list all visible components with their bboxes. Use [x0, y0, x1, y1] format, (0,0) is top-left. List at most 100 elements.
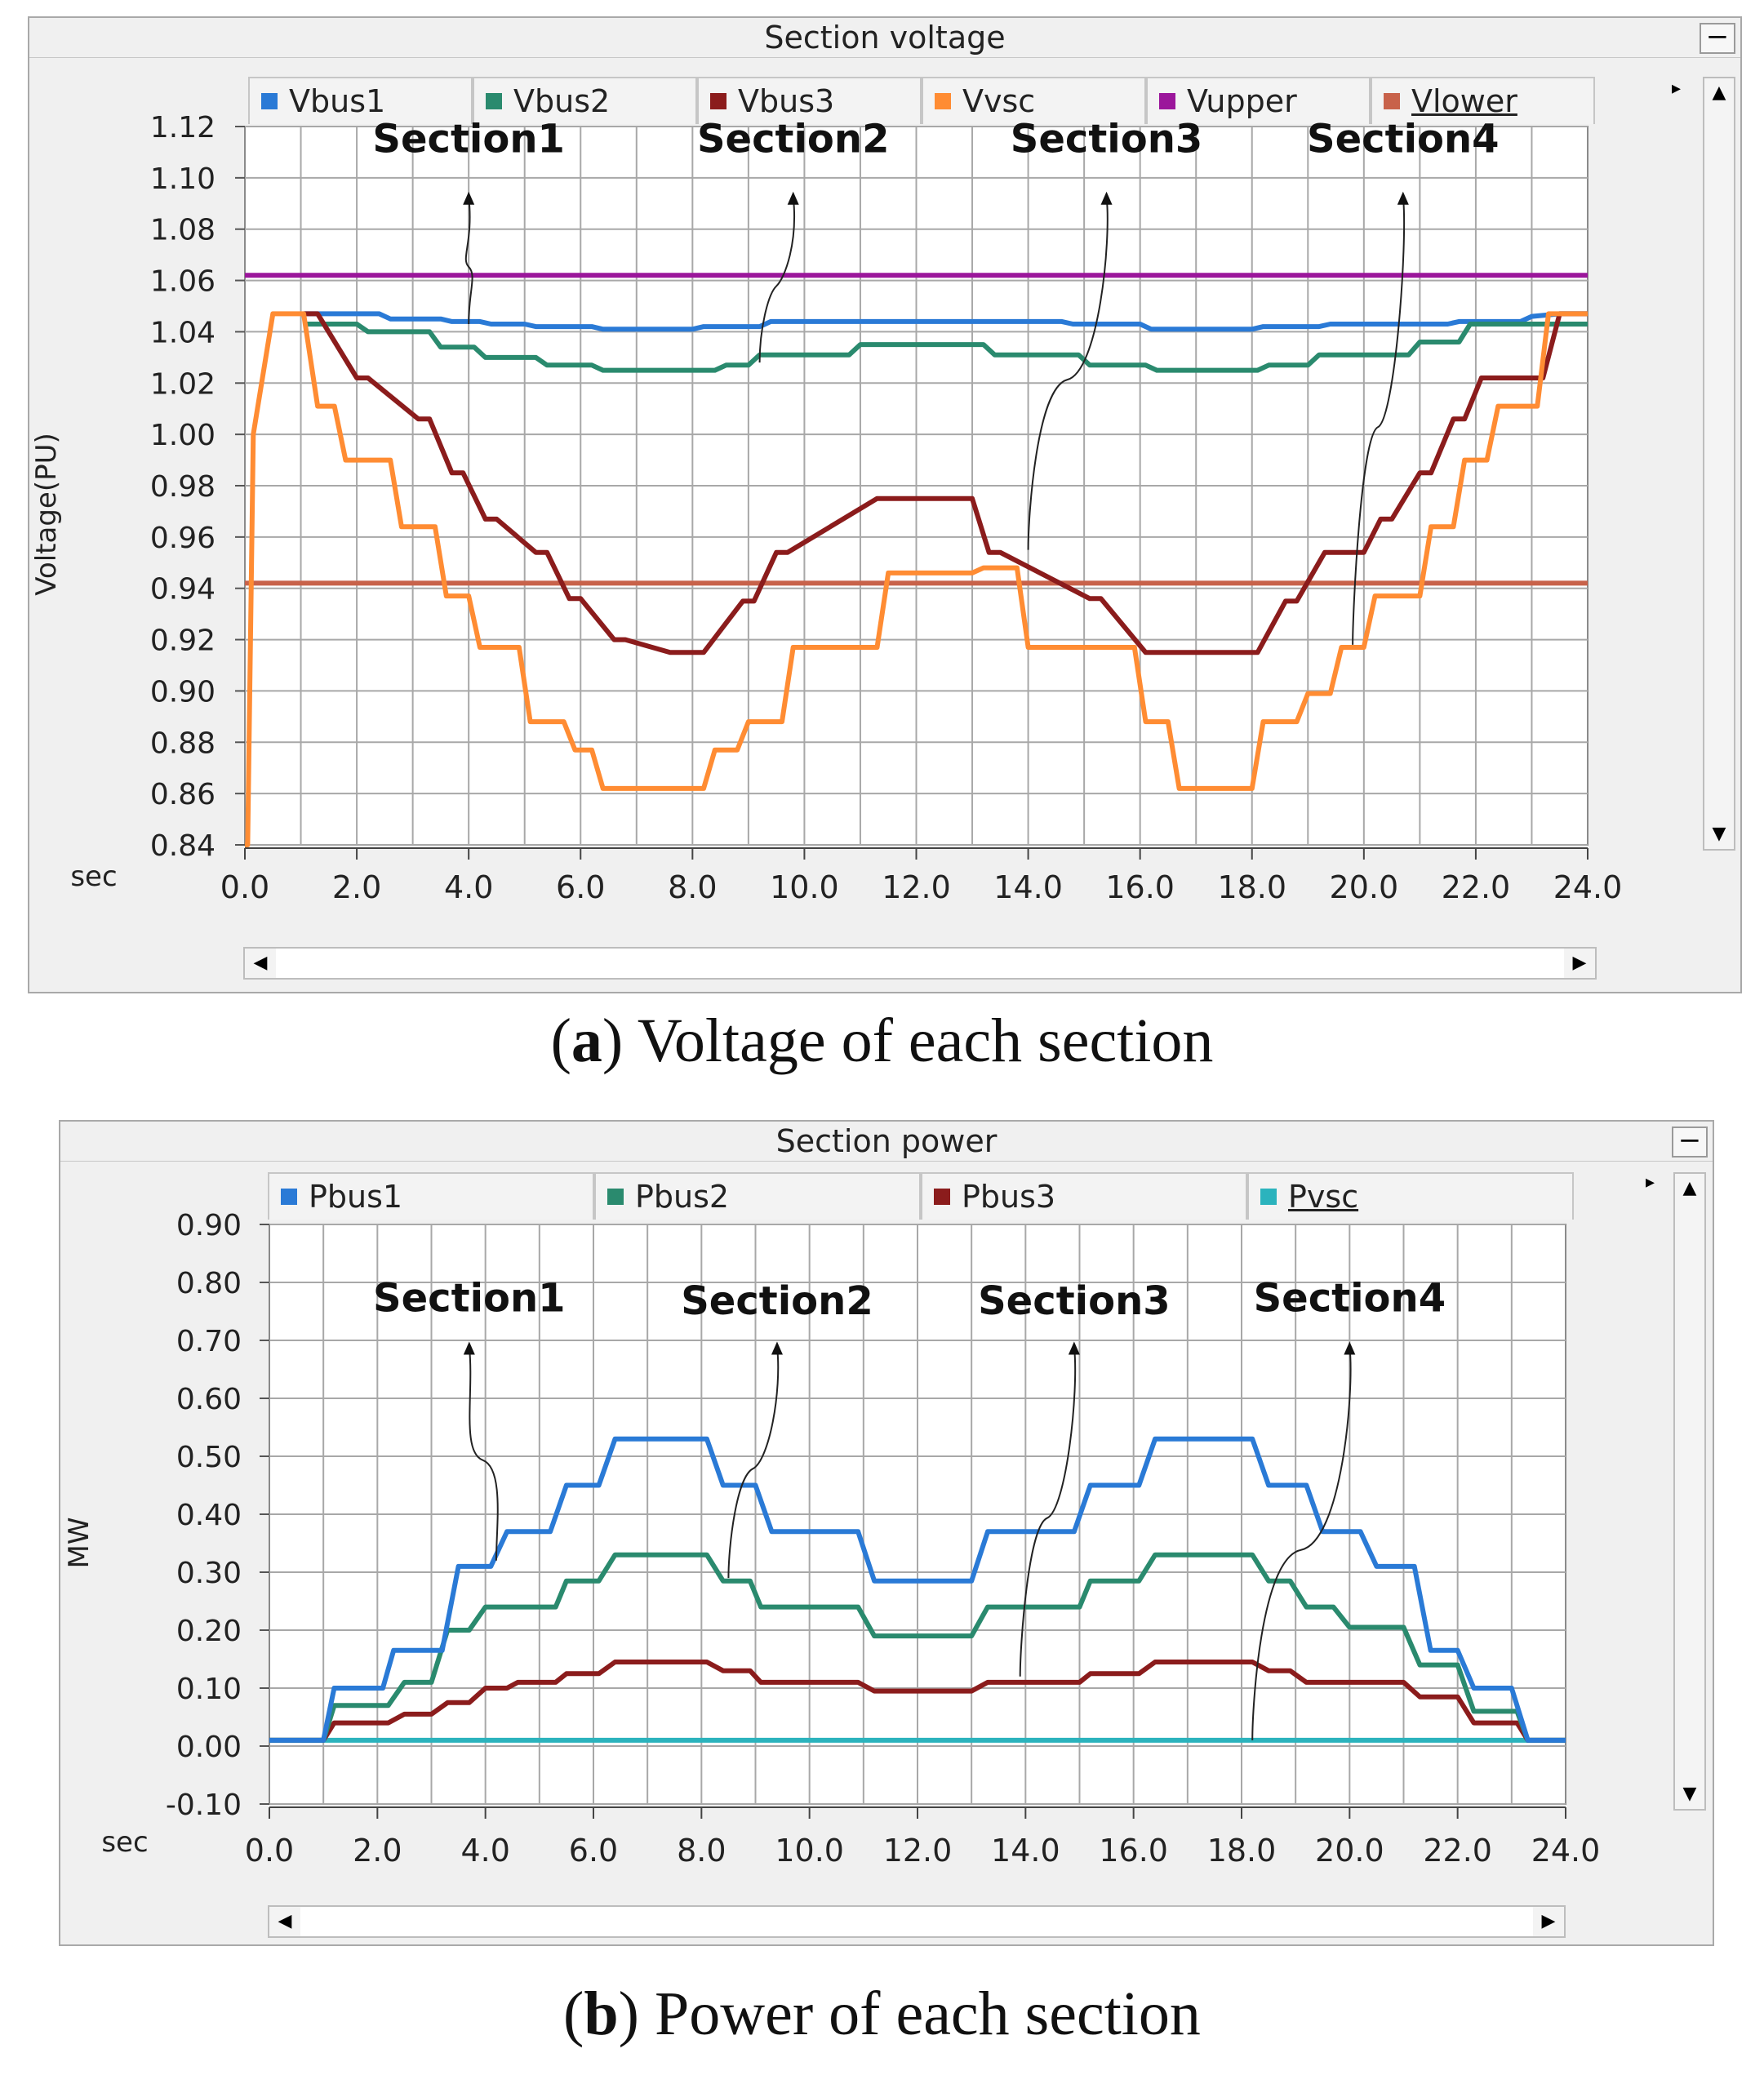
legend-label: Vbus1: [289, 83, 386, 119]
legend-label: Pbus2: [635, 1179, 730, 1215]
x-tick-label: 12.0: [882, 869, 951, 905]
series-line-vbus2: [304, 322, 1588, 373]
x-unit-label: sec: [101, 1826, 148, 1859]
scroll-left-icon[interactable]: ◀: [269, 1907, 300, 1936]
series-line-vvsc: [245, 311, 1588, 847]
y-tick-label: 0.50: [176, 1441, 242, 1474]
legend-label: Vbus3: [738, 83, 835, 119]
y-tick-label: 0.40: [176, 1499, 242, 1532]
section-annotation-label: Section2: [681, 1278, 873, 1324]
y-tick-label: 1.06: [150, 265, 216, 299]
y-tick-label: 0.88: [150, 727, 216, 760]
x-tick-label: 22.0: [1442, 869, 1511, 905]
legend-label: Vvsc: [962, 83, 1036, 119]
x-tick-label: 0.0: [220, 869, 269, 905]
x-tick-label: 20.0: [1315, 1833, 1384, 1869]
section-annotation-label: Section3: [978, 1278, 1171, 1324]
x-tick-label: 24.0: [1531, 1833, 1601, 1869]
legend-item-pbus3[interactable]: Pbus3: [921, 1172, 1247, 1220]
legend-scroll-arrow-icon[interactable]: ▸: [1672, 78, 1682, 99]
section-annotation-label: Section4: [1254, 1276, 1446, 1322]
caption-letter: a: [571, 1007, 602, 1075]
y-tick-label: 0.90: [150, 675, 216, 709]
voltage-caption: (a) Voltage of each section: [550, 1007, 1214, 1075]
y-tick-label: 0.84: [150, 829, 216, 863]
y-tick-label: 0.90: [176, 1209, 242, 1242]
y-axis-label: Voltage(PU): [30, 433, 63, 595]
power-horizontal-scrollbar[interactable]: ◀ ▶: [268, 1905, 1566, 1938]
scroll-right-icon[interactable]: ▶: [1533, 1907, 1564, 1936]
legend-label: Vlower: [1411, 83, 1517, 119]
legend-item-pbus1[interactable]: Pbus1: [268, 1172, 594, 1220]
legend-item-pvsc[interactable]: Pvsc: [1247, 1172, 1574, 1220]
legend-item-vbus3[interactable]: Vbus3: [697, 77, 922, 124]
x-tick-label: 16.0: [1105, 869, 1175, 905]
x-tick-label: 14.0: [993, 869, 1063, 905]
power-caption: (b) Power of each section: [563, 1980, 1201, 2048]
legend-item-vlower[interactable]: Vlower: [1371, 77, 1595, 124]
series-line-vbus1: [304, 311, 1588, 332]
annotation-arrow-icon: [1068, 1341, 1080, 1355]
x-tick-label: 2.0: [332, 869, 381, 905]
power-legend: Pbus1 Pbus2 Pbus3 Pvsc: [268, 1172, 1574, 1220]
legend-item-pbus2[interactable]: Pbus2: [594, 1172, 921, 1220]
y-tick-label: 1.12: [150, 111, 216, 144]
x-tick-label: 18.0: [1217, 869, 1286, 905]
legend-swatch: [934, 1189, 950, 1205]
scroll-down-icon[interactable]: ▼: [1682, 1784, 1697, 1804]
x-tick-label: 20.0: [1330, 869, 1399, 905]
y-tick-label: 0.70: [176, 1325, 242, 1358]
annotation-leader-line: [468, 1346, 499, 1561]
scroll-left-icon[interactable]: ◀: [245, 949, 276, 978]
scroll-right-icon[interactable]: ▶: [1564, 949, 1595, 978]
voltage-horizontal-scrollbar[interactable]: ◀ ▶: [243, 947, 1597, 980]
scroll-down-icon[interactable]: ▼: [1712, 824, 1726, 844]
legend-item-vbus1[interactable]: Vbus1: [248, 77, 473, 124]
series-line-pbus1: [269, 1436, 1566, 1743]
y-tick-label: 0.10: [176, 1673, 242, 1706]
x-tick-label: 0.0: [245, 1833, 294, 1869]
x-tick-label: 4.0: [444, 869, 493, 905]
y-tick-label: 0.98: [150, 470, 216, 504]
x-tick-label: 6.0: [556, 869, 605, 905]
y-tick-label: -0.10: [166, 1789, 242, 1822]
legend-item-vupper[interactable]: Vupper: [1146, 77, 1371, 124]
x-tick-label: 18.0: [1207, 1833, 1277, 1869]
x-tick-label: 16.0: [1099, 1833, 1168, 1869]
y-tick-label: 0.94: [150, 573, 216, 607]
legend-swatch: [1384, 93, 1400, 109]
legend-swatch: [935, 93, 951, 109]
y-tick-label: 0.00: [176, 1731, 242, 1764]
legend-swatch: [1260, 1189, 1277, 1205]
voltage-chart-svg: 0.84 0.86 0.88 0.90 0.92 0.94 0.96 0.98 1.00 1.02…: [30, 111, 1622, 905]
caption-text: Voltage of each section: [637, 1007, 1214, 1075]
power-vertical-scrollbar[interactable]: ▲ ▼: [1673, 1172, 1706, 1811]
scroll-up-icon[interactable]: ▲: [1712, 82, 1726, 103]
power-minimize-button[interactable]: −: [1672, 1126, 1708, 1158]
legend-label: Vupper: [1187, 83, 1297, 119]
caption-letter: b: [584, 1980, 619, 2048]
y-tick-label: 1.00: [150, 419, 216, 452]
annotation-arrow-icon: [1100, 191, 1113, 205]
legend-swatch: [281, 1189, 297, 1205]
legend-scroll-arrow-icon[interactable]: ▸: [1646, 1172, 1655, 1193]
legend-label: Pbus1: [309, 1179, 403, 1215]
x-tick-label: 8.0: [677, 1833, 726, 1869]
legend-swatch: [710, 93, 726, 109]
x-unit-label: sec: [70, 860, 117, 893]
caption-text: Power of each section: [654, 1980, 1201, 2048]
y-tick-label: 1.04: [150, 316, 216, 349]
scroll-up-icon[interactable]: ▲: [1682, 1178, 1697, 1198]
y-tick-label: 0.80: [176, 1267, 242, 1300]
voltage-minimize-button[interactable]: −: [1700, 23, 1735, 54]
annotation-arrow-icon: [463, 191, 475, 205]
y-tick-label: 0.30: [176, 1557, 242, 1590]
legend-item-vvsc[interactable]: Vvsc: [922, 77, 1146, 124]
annotation-arrow-icon: [1344, 1341, 1356, 1355]
y-tick-label: 1.02: [150, 367, 216, 401]
annotation-leader-line: [1251, 1346, 1352, 1740]
voltage-vertical-scrollbar[interactable]: ▲ ▼: [1703, 77, 1735, 851]
legend-item-vbus2[interactable]: Vbus2: [473, 77, 697, 124]
x-tick-label: 10.0: [770, 869, 839, 905]
legend-swatch: [486, 93, 502, 109]
